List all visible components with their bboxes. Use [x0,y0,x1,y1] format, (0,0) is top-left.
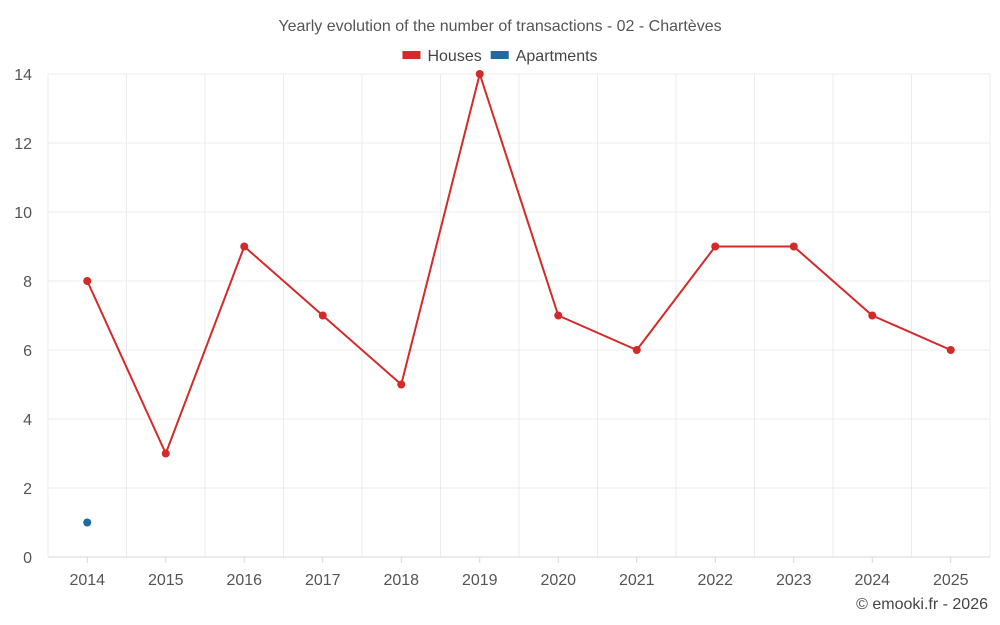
data-point-apartments[interactable] [83,518,92,527]
y-axis-ticks: 0 2 4 6 8 10 12 14 [14,67,32,567]
data-point-houses[interactable] [789,242,798,251]
data-point-houses[interactable] [397,380,406,389]
data-point-houses[interactable] [632,346,641,354]
x-tick-label: 2023 [776,572,812,589]
x-tick-label: 2020 [540,572,576,589]
legend-swatch-apartments [490,51,509,59]
y-tick-label: 6 [23,343,32,360]
x-tick-label: 2025 [933,572,969,589]
x-tick-label: 2017 [305,572,341,589]
x-tick-label: 2022 [697,572,733,589]
legend-label-houses: Houses [427,48,481,65]
y-tick-label: 8 [23,274,32,291]
x-tick-label: 2014 [69,572,105,589]
data-point-houses[interactable] [240,242,249,251]
data-point-houses[interactable] [161,449,170,458]
x-tick-label: 2021 [619,572,655,589]
chart-title: Yearly evolution of the number of transa… [278,18,721,35]
data-point-houses[interactable] [318,311,327,320]
x-tick-label: 2024 [854,572,890,589]
x-tick-label: 2018 [383,572,419,589]
y-tick-label: 2 [23,481,32,498]
series-line-houses [86,73,952,455]
data-point-houses[interactable] [554,311,563,320]
y-tick-label: 0 [23,550,32,567]
gridlines [47,73,991,558]
data-point-houses[interactable] [83,277,92,285]
data-point-houses[interactable] [711,242,720,251]
legend-swatch-houses [402,51,421,59]
legend-label-apartments: Apartments [516,48,598,65]
x-tick-label: 2015 [148,572,184,589]
x-axis-ticks: 2014 2015 2016 2017 2018 2019 2020 2021 2022 2023… [69,557,969,589]
legend-item-houses[interactable]: Houses [402,48,482,65]
y-tick-label: 12 [14,136,32,153]
data-point-houses[interactable] [946,346,955,354]
legend-item-apartments[interactable]: Apartments [490,48,598,65]
x-tick-label: 2019 [462,572,498,589]
credit-text: © emooki.fr - 2026 [856,596,988,613]
y-tick-label: 10 [14,205,32,222]
y-tick-label: 4 [23,412,32,429]
series-layer [83,70,955,527]
legend: Houses Apartments [402,48,598,65]
data-point-houses[interactable] [868,311,877,320]
data-point-houses[interactable] [475,70,484,78]
y-tick-label: 14 [14,67,32,84]
x-tick-label: 2016 [226,572,262,589]
